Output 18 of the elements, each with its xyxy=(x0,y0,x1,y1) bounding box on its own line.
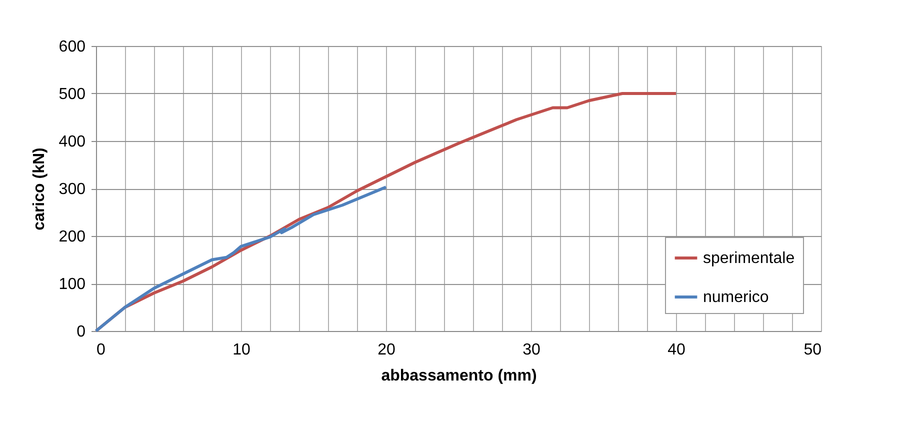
legend-label: numerico xyxy=(703,289,769,306)
line-series xyxy=(94,186,388,332)
x-tick-label: 40 xyxy=(668,342,686,358)
y-tick-label: 300 xyxy=(58,181,86,198)
y-tick-label: 600 xyxy=(58,38,86,56)
y-tick-label: 500 xyxy=(58,86,86,103)
x-tick-label: 20 xyxy=(378,342,396,358)
x-tick-label: 30 xyxy=(522,342,540,358)
x-axis-title: abbassamento (mm) xyxy=(381,368,537,384)
x-tick-label: 0 xyxy=(96,342,106,358)
y-tick-label: 200 xyxy=(58,228,86,246)
x-tick-label: 50 xyxy=(804,342,822,358)
y-tick-label: 400 xyxy=(58,134,86,150)
y-tick-label: 0 xyxy=(76,324,86,340)
legend-label: sperimentale xyxy=(703,250,795,267)
y-axis-title: carico (kN) xyxy=(30,148,48,230)
y-tick-label: 100 xyxy=(58,276,86,293)
x-tick-label: 10 xyxy=(232,342,250,358)
